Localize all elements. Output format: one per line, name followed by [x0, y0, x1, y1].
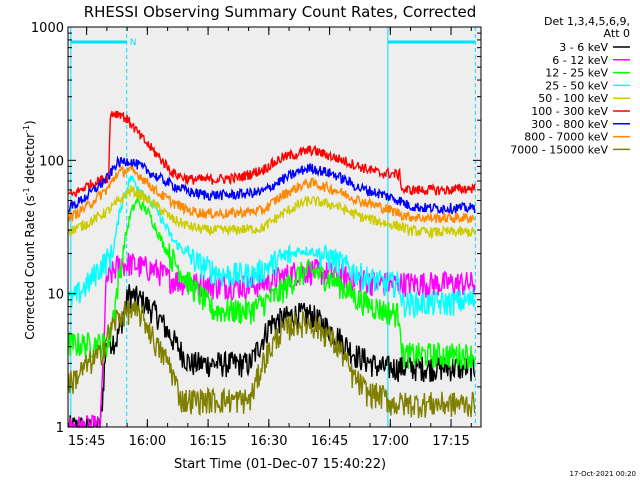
- series-line: [67, 109, 476, 198]
- series-line: [67, 185, 476, 240]
- legend-header-line2: Att 0: [604, 27, 630, 40]
- series-line: [67, 155, 476, 216]
- legend-label: 12 - 25 keV: [545, 67, 608, 80]
- legend-header-line1: Det 1,3,4,5,6,9,: [544, 15, 630, 28]
- y-axis-label-sup: -1: [22, 187, 31, 195]
- series-line: [67, 300, 476, 419]
- legend-label: 7000 - 15000 keV: [510, 143, 608, 156]
- y-tick-label: 100: [39, 154, 64, 169]
- x-tick-label: 15:45: [68, 434, 105, 449]
- series-line: [68, 252, 476, 428]
- y-tick-label: 10: [47, 288, 64, 303]
- legend-label: 50 - 100 keV: [538, 92, 608, 105]
- plot-frame: [67, 26, 482, 428]
- y-axis-label-sup: -1: [22, 125, 31, 133]
- legend-label: 25 - 50 keV: [545, 79, 608, 92]
- legend-label: 100 - 300 keV: [531, 105, 608, 118]
- x-tick-label: 16:30: [250, 434, 287, 449]
- y-axis-ticks: 1 10 100 1000: [31, 21, 481, 436]
- x-tick-label: 16:00: [129, 434, 166, 449]
- series-line: [67, 284, 476, 429]
- series-line: [67, 197, 476, 370]
- legend-label: 300 - 800 keV: [531, 118, 608, 131]
- y-axis-label-part: ): [23, 120, 37, 125]
- footer-timestamp: 17-Oct-2021 00:20: [570, 470, 636, 478]
- y-axis-label-part: Corrected Count Rate (s: [23, 195, 37, 339]
- legend-label: 3 - 6 keV: [559, 41, 608, 54]
- x-axis-label: Start Time (01-Dec-07 15:40:22): [174, 457, 386, 472]
- chart-title: RHESSI Observing Summary Count Rates, Co…: [84, 3, 477, 21]
- y-tick-label: 1000: [31, 21, 64, 36]
- x-tick-label: 17:00: [372, 434, 409, 449]
- x-tick-label: 16:15: [189, 434, 226, 449]
- attenuator-marker: N: [130, 38, 137, 48]
- x-tick-label: 16:45: [311, 434, 348, 449]
- legend-label: 800 - 7000 keV: [524, 131, 608, 144]
- y-axis-label-part: detector: [23, 133, 37, 188]
- series-line: [67, 175, 476, 318]
- night-intervals: N: [70, 27, 476, 427]
- x-axis-ticks: 15:45 16:00 16:15 16:30 16:45 17:00 17:15: [68, 27, 472, 449]
- series-line: [67, 164, 476, 224]
- y-tick-label: 1: [56, 421, 64, 436]
- x-tick-label: 17:15: [432, 434, 469, 449]
- plot-background: [68, 27, 481, 427]
- y-axis-label: Corrected Count Rate (s-1 detector-1): [22, 120, 37, 339]
- legend-label: 6 - 12 keV: [552, 54, 608, 67]
- series-lines: [67, 109, 476, 429]
